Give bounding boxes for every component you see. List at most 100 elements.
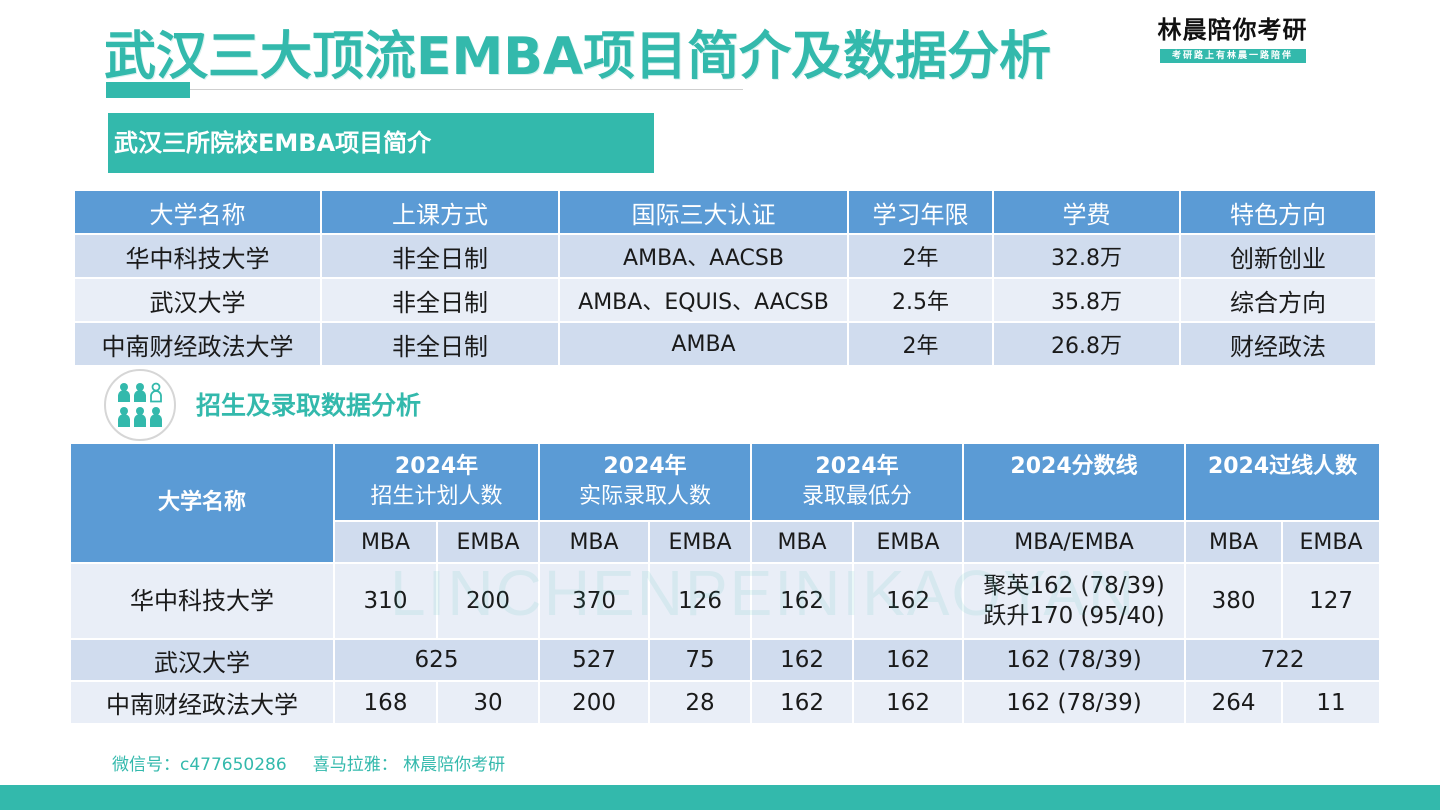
cell-score-line: 162 (78/39) — [962, 680, 1187, 725]
col-header: 国际三大认证 — [558, 189, 849, 235]
min-year: 2024年 — [815, 454, 899, 479]
cell-plan-mba: 310 — [333, 562, 438, 640]
cell-min-mba: 162 — [750, 680, 855, 725]
cell-score-line: 聚英162 (78/39) 跃升170 (95/40) — [962, 562, 1187, 640]
cell-university: 武汉大学 — [73, 277, 322, 323]
page-title: 武汉三大顶流EMBA项目简介及数据分析 — [104, 27, 1052, 87]
col-header-university: 大学名称 — [69, 442, 335, 564]
program-overview-table: 大学名称 上课方式 国际三大认证 学习年限 学费 特色方向 华中科技大学 非全日… — [73, 189, 1377, 367]
sub-header: MBA/EMBA — [962, 520, 1187, 564]
ximalaya-account: 喜马拉雅： 林晨陪你考研 — [312, 755, 506, 775]
plan-label: 招生计划人数 — [370, 484, 503, 509]
cell-plan-combined: 625 — [332, 638, 541, 682]
cell-min-mba: 162 — [750, 638, 855, 682]
table-subheader-row: MBA EMBA MBA EMBA MBA EMBA MBA/EMBA MBA … — [70, 520, 1382, 564]
score-line-juying: 聚英162 (78/39) — [983, 573, 1165, 599]
cell-passed-mba: 264 — [1184, 680, 1284, 725]
plan-year: 2024年 — [394, 454, 479, 479]
sub-header: EMBA — [648, 520, 753, 564]
cell-plan-emba: 200 — [435, 562, 541, 640]
cell-min-emba: 162 — [852, 638, 965, 682]
footer-contact: 微信号：c477650286 喜马拉雅： 林晨陪你考研 — [112, 750, 505, 775]
cell-focus: 创新创业 — [1179, 233, 1377, 279]
actual-label: 实际录取人数 — [579, 484, 712, 509]
cell-tuition: 35.8万 — [992, 277, 1181, 323]
sub-header: MBA — [750, 520, 855, 564]
cell-accreditation: AMBA、AACSB — [558, 233, 849, 279]
cell-university: 华中科技大学 — [69, 562, 335, 640]
cell-plan-emba: 30 — [435, 680, 541, 725]
col-header: 大学名称 — [73, 189, 322, 235]
cell-university: 武汉大学 — [69, 638, 335, 682]
col-header-min-score: 2024年 录取最低分 — [750, 442, 965, 522]
people-group-icon-svg — [118, 382, 162, 427]
col-header-score-line: 2024分数线 — [962, 442, 1187, 522]
col-header: 特色方向 — [1179, 189, 1377, 235]
brand-logo: 林晨陪你考研 考研路上有林晨一路陪伴 — [1150, 10, 1315, 63]
cell-university: 华中科技大学 — [73, 233, 322, 279]
sub-header: MBA — [1184, 520, 1284, 564]
table-row: 华中科技大学 非全日制 AMBA、AACSB 2年 32.8万 创新创业 — [73, 233, 1377, 279]
cell-tuition: 26.8万 — [992, 321, 1181, 367]
title-accent-bar — [106, 82, 190, 98]
table-header-row: 大学名称 上课方式 国际三大认证 学习年限 学费 特色方向 — [73, 189, 1377, 235]
passed-label: 2024过线人数 — [1207, 454, 1358, 479]
col-header-actual: 2024年 实际录取人数 — [538, 442, 753, 522]
sub-header: EMBA — [435, 520, 541, 564]
cell-university: 中南财经政法大学 — [69, 680, 335, 725]
col-header: 学习年限 — [847, 189, 994, 235]
cell-actual-mba: 200 — [538, 680, 651, 725]
score-line-yuesheng: 跃升170 (95/40) — [983, 603, 1165, 629]
people-group-icon — [104, 369, 176, 441]
cell-passed-mba: 380 — [1184, 562, 1284, 640]
cell-focus: 财经政法 — [1179, 321, 1377, 367]
section2-title: 招生及录取数据分析 — [196, 391, 422, 420]
title-divider — [190, 89, 743, 90]
sub-header: EMBA — [1281, 520, 1382, 564]
score-line-label: 2024分数线 — [1010, 454, 1138, 479]
sub-header: MBA — [333, 520, 438, 564]
cell-plan-mba: 168 — [333, 680, 438, 725]
actual-year: 2024年 — [603, 454, 687, 479]
cell-actual-mba: 370 — [538, 562, 651, 640]
cell-score-line: 162 (78/39) — [962, 638, 1187, 682]
sub-header: EMBA — [852, 520, 965, 564]
cell-accreditation: AMBA、EQUIS、AACSB — [558, 277, 849, 323]
cell-actual-emba: 28 — [648, 680, 753, 725]
cell-passed-emba: 127 — [1281, 562, 1382, 640]
footer-bar — [0, 785, 1440, 810]
cell-actual-emba: 126 — [648, 562, 753, 640]
cell-actual-emba: 75 — [648, 638, 753, 682]
brand-name: 林晨陪你考研 — [1157, 16, 1308, 44]
cell-duration: 2年 — [847, 321, 994, 367]
cell-mode: 非全日制 — [320, 277, 560, 323]
table-row: 武汉大学 非全日制 AMBA、EQUIS、AACSB 2.5年 35.8万 综合… — [73, 277, 1377, 323]
cell-min-emba: 162 — [852, 562, 965, 640]
sub-header: MBA — [538, 520, 651, 564]
table-header-row: 大学名称 2024年 招生计划人数 2024年 实际录取人数 2024年 录取最… — [69, 442, 1382, 564]
min-label: 录取最低分 — [802, 484, 913, 509]
table-row: 华中科技大学 310 200 370 126 162 162 聚英162 (78… — [69, 562, 1382, 640]
table-row: 中南财经政法大学 非全日制 AMBA 2年 26.8万 财经政法 — [73, 321, 1377, 367]
col-header-passed: 2024过线人数 — [1184, 442, 1382, 522]
cell-min-mba: 162 — [750, 562, 855, 640]
table-row: 武汉大学 625 527 75 162 162 162 (78/39) 722 — [69, 638, 1382, 682]
cell-min-emba: 162 — [852, 680, 965, 725]
table-row: 中南财经政法大学 168 30 200 28 162 162 162 (78/3… — [69, 680, 1382, 725]
cell-actual-mba: 527 — [538, 638, 651, 682]
admission-data-table: 大学名称 2024年 招生计划人数 2024年 实际录取人数 2024年 录取最… — [69, 442, 1382, 725]
cell-passed-emba: 11 — [1281, 680, 1382, 725]
cell-mode: 非全日制 — [320, 233, 560, 279]
col-header: 学费 — [992, 189, 1181, 235]
cell-accreditation: AMBA — [558, 321, 849, 367]
wechat-id: 微信号：c477650286 — [112, 755, 287, 775]
cell-passed-combined: 722 — [1184, 638, 1382, 682]
col-header: 上课方式 — [320, 189, 560, 235]
cell-university: 中南财经政法大学 — [73, 321, 322, 367]
section1-title: 武汉三所院校EMBA项目简介 — [108, 113, 654, 173]
cell-duration: 2年 — [847, 233, 994, 279]
brand-slogan: 考研路上有林晨一路陪伴 — [1159, 49, 1306, 63]
cell-duration: 2.5年 — [847, 277, 994, 323]
cell-focus: 综合方向 — [1179, 277, 1377, 323]
cell-tuition: 32.8万 — [992, 233, 1181, 279]
